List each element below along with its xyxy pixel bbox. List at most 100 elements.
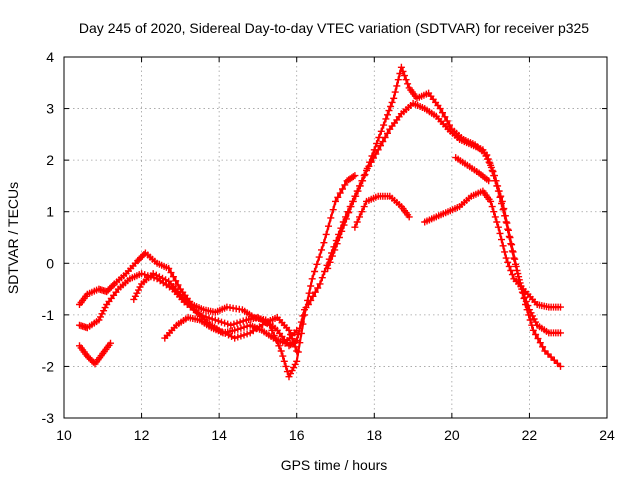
data-point-marker: [331, 246, 339, 254]
data-point-marker: [342, 215, 350, 223]
data-point-marker: [297, 329, 305, 337]
data-point-marker: [354, 187, 362, 195]
y-axis-label: SDTVAR / TECUs: [5, 182, 21, 294]
data-point-marker: [288, 367, 296, 375]
data-point-marker: [377, 127, 385, 135]
data-point-marker: [499, 242, 507, 250]
data-point-marker: [390, 94, 398, 102]
data-point-marker: [293, 326, 301, 334]
data-point-marker: [240, 323, 248, 331]
data-point-marker: [339, 185, 346, 193]
data-point-marker: [221, 319, 229, 327]
data-point-marker: [304, 301, 312, 308]
data-point-marker: [377, 142, 384, 150]
data-point-marker: [159, 274, 166, 282]
data-point-marker: [349, 173, 357, 181]
data-point-marker: [335, 234, 343, 241]
data-point-marker: [528, 321, 536, 329]
data-point-marker: [83, 352, 91, 360]
data-point-marker: [360, 203, 368, 211]
data-point-marker: [305, 289, 313, 297]
data-point-marker: [336, 189, 344, 197]
data-point-marker: [553, 359, 561, 367]
data-point-marker: [313, 260, 321, 268]
data-point-marker: [320, 239, 328, 247]
data-point-marker: [321, 268, 329, 275]
data-point-marker: [505, 226, 512, 234]
data-point-marker: [231, 326, 239, 334]
data-point-marker: [97, 313, 104, 321]
data-point-marker: [494, 223, 502, 231]
data-point-marker: [169, 273, 177, 281]
data-point-marker: [483, 151, 491, 159]
data-point-marker: [522, 301, 529, 308]
data-point-marker: [98, 310, 106, 318]
data-point-marker: [520, 294, 528, 302]
data-point-marker: [328, 252, 336, 260]
data-point-marker: [536, 339, 544, 347]
data-point-marker: [104, 286, 112, 294]
data-point-marker: [349, 197, 357, 205]
data-point-marker: [85, 354, 93, 362]
data-point-marker: [361, 171, 369, 179]
data-point-marker: [511, 255, 519, 263]
data-point-marker: [291, 343, 299, 351]
data-point-marker: [496, 229, 504, 237]
data-point-marker: [525, 311, 533, 319]
data-point-marker: [436, 105, 444, 113]
data-point-marker: [485, 177, 493, 185]
data-point-marker: [285, 326, 293, 334]
data-point-marker: [233, 319, 241, 327]
data-point-marker: [280, 357, 288, 365]
data-point-marker: [356, 213, 363, 221]
data-point-marker: [285, 373, 293, 381]
data-point-marker: [492, 177, 500, 185]
data-point-marker: [541, 347, 549, 355]
plot-frame: [63, 56, 608, 419]
data-point-marker: [165, 264, 173, 272]
data-point-marker: [234, 333, 242, 341]
data-point-marker: [399, 67, 407, 75]
data-point-marker: [487, 163, 495, 171]
data-point-marker: [373, 140, 381, 148]
y-tick-label: 3: [46, 101, 54, 117]
data-point-marker: [234, 325, 242, 333]
data-point-marker: [301, 311, 308, 319]
data-point-marker: [501, 248, 509, 256]
data-point-marker: [532, 318, 540, 326]
data-point-marker: [291, 360, 299, 368]
data-point-marker: [88, 357, 96, 365]
data-point-marker: [493, 218, 501, 226]
data-point-marker: [351, 172, 359, 180]
data-point-marker: [486, 159, 494, 167]
data-point-marker: [325, 222, 332, 230]
data-point-marker: [503, 219, 511, 227]
data-point-marker: [384, 129, 391, 137]
data-point-marker: [101, 304, 109, 312]
data-point-marker: [327, 214, 335, 222]
data-point-marker: [380, 121, 388, 129]
data-point-marker: [439, 109, 446, 117]
data-point-marker: [491, 172, 498, 180]
data-point-marker: [106, 285, 114, 293]
x-tick-label: 18: [366, 427, 382, 443]
data-point-marker: [314, 284, 322, 292]
data-point-marker: [497, 192, 505, 200]
data-point-marker: [443, 117, 451, 125]
data-point-marker: [137, 254, 145, 262]
data-point-marker: [218, 318, 225, 326]
data-point-marker: [332, 197, 339, 205]
data-point-marker: [341, 181, 349, 189]
data-point-marker: [149, 270, 157, 278]
data-point-marker: [366, 158, 374, 166]
data-point-marker: [141, 271, 149, 279]
data-point-marker: [359, 177, 367, 185]
data-point-marker: [299, 320, 307, 328]
data-point-marker: [508, 271, 516, 279]
data-point-marker: [505, 262, 513, 270]
data-point-marker: [138, 252, 146, 260]
data-point-marker: [351, 223, 359, 231]
data-point-marker: [397, 63, 405, 71]
data-point-marker: [307, 296, 315, 304]
